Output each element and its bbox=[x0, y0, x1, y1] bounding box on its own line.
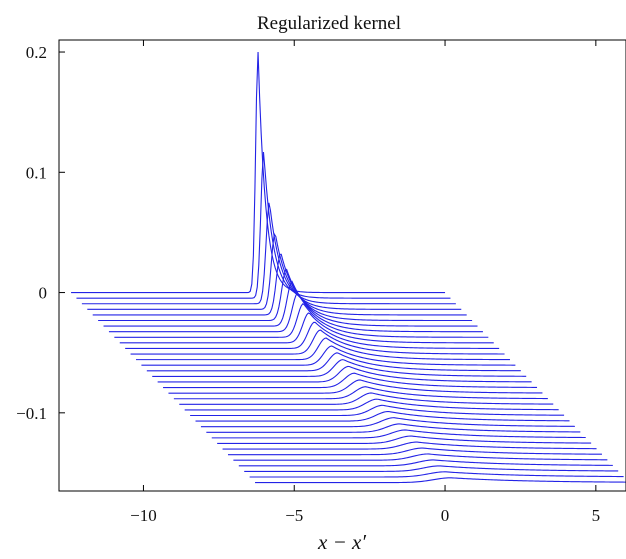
waterfall-curve bbox=[141, 345, 516, 366]
x-axis-label: x − x′ bbox=[317, 530, 366, 554]
waterfall-curve bbox=[152, 359, 527, 377]
waterfall-curve bbox=[227, 447, 602, 456]
x-tick-label: −10 bbox=[130, 506, 157, 525]
waterfall-curve bbox=[98, 268, 473, 322]
waterfall-curve bbox=[217, 435, 592, 445]
waterfall-curve bbox=[71, 52, 446, 294]
waterfall-curve bbox=[179, 392, 554, 405]
y-tick-label: 0.2 bbox=[26, 43, 47, 62]
x-tick-label: −5 bbox=[285, 506, 303, 525]
x-tick-label: 5 bbox=[592, 506, 601, 525]
y-tick-label: 0.1 bbox=[26, 163, 47, 182]
waterfall-curve bbox=[195, 410, 570, 422]
waterfall-curve bbox=[249, 471, 624, 478]
waterfall-curve bbox=[125, 321, 500, 349]
waterfall-curve bbox=[114, 302, 489, 338]
waterfall-curve bbox=[103, 280, 478, 327]
x-axis: −10 −5 0 5 bbox=[130, 40, 600, 525]
waterfall-curve bbox=[244, 465, 619, 472]
waterfall-curve bbox=[184, 398, 559, 411]
waterfall-curve bbox=[92, 253, 467, 316]
waterfall-curve bbox=[200, 417, 575, 428]
waterfall-curve bbox=[211, 429, 586, 439]
waterfall-curve bbox=[168, 379, 543, 394]
waterfall-curve bbox=[206, 423, 581, 433]
series-group bbox=[71, 52, 626, 484]
waterfall-curve bbox=[238, 459, 613, 467]
waterfall-curve bbox=[157, 365, 532, 383]
x-tick-label: 0 bbox=[441, 506, 450, 525]
waterfall-curve bbox=[81, 202, 456, 305]
plot-frame bbox=[58, 39, 626, 492]
chart-title: Regularized kernel bbox=[257, 13, 401, 34]
waterfall-curve bbox=[119, 312, 494, 344]
waterfall-curve bbox=[255, 477, 626, 484]
waterfall-curve bbox=[173, 386, 548, 400]
y-tick-label: −0.1 bbox=[16, 404, 47, 423]
waterfall-curve bbox=[190, 404, 565, 417]
waterfall-curve bbox=[108, 292, 483, 333]
waterfall-curve bbox=[146, 352, 521, 372]
waterfall-curve bbox=[136, 337, 510, 361]
y-tick-label: 0 bbox=[39, 284, 48, 303]
waterfall-curve bbox=[163, 372, 538, 389]
waterfall-curve bbox=[222, 441, 597, 450]
y-axis: 0.2 0.1 0 −0.1 bbox=[16, 43, 65, 423]
waterfall-curve bbox=[76, 152, 451, 299]
waterfall-curve bbox=[87, 232, 462, 310]
waterfall-curve bbox=[130, 329, 505, 355]
waterfall-curve bbox=[233, 453, 608, 461]
